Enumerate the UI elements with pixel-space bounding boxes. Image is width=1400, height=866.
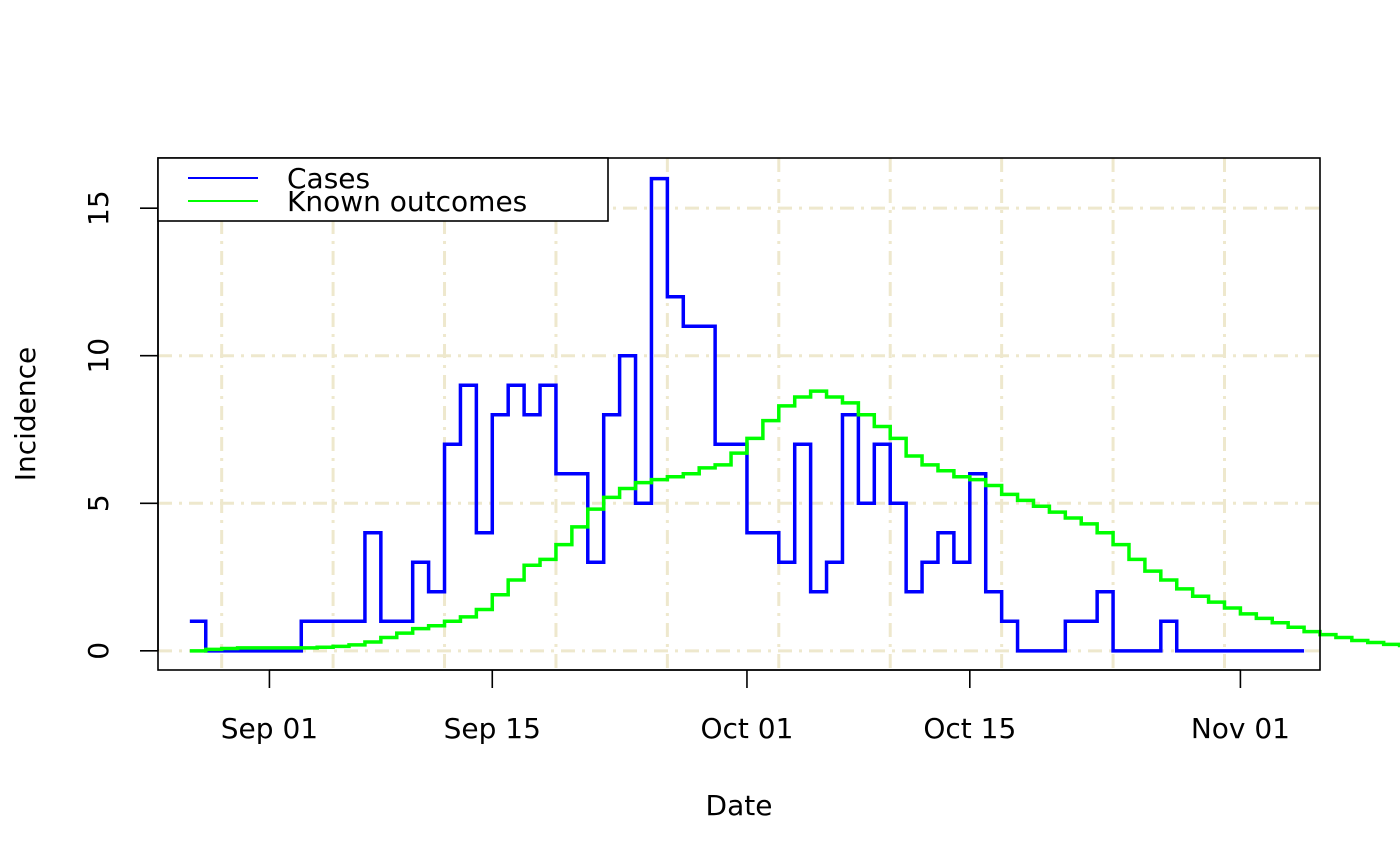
y-tick-label: 10 — [82, 338, 115, 374]
legend-box — [157, 157, 609, 222]
y-tick-label: 5 — [82, 494, 115, 512]
x-tick-label: Sep 15 — [444, 712, 541, 745]
y-tick-label: 0 — [82, 642, 115, 660]
y-axis: 0 5 10 15 — [82, 190, 159, 660]
series-layer — [189, 176, 1400, 653]
legend: Cases Known outcomes — [157, 157, 609, 222]
series-line-known-outcomes — [189, 389, 1400, 653]
x-tick-label: Oct 15 — [923, 712, 1016, 745]
x-tick-label: Sep 01 — [221, 712, 318, 745]
legend-label-cases: Cases — [287, 162, 370, 195]
x-axis-label: Date — [706, 789, 773, 822]
y-axis-label: Incidence — [9, 347, 42, 482]
x-tick-label: Oct 01 — [700, 712, 793, 745]
y-tick-label: 15 — [82, 190, 115, 226]
grid — [158, 158, 1320, 670]
x-axis: Sep 01 Sep 15 Oct 01 Oct 15 Nov 01 — [221, 669, 1290, 745]
series-line-cases — [189, 176, 1305, 653]
legend-label-known-outcomes: Known outcomes — [287, 185, 527, 218]
x-tick-label: Nov 01 — [1191, 712, 1290, 745]
